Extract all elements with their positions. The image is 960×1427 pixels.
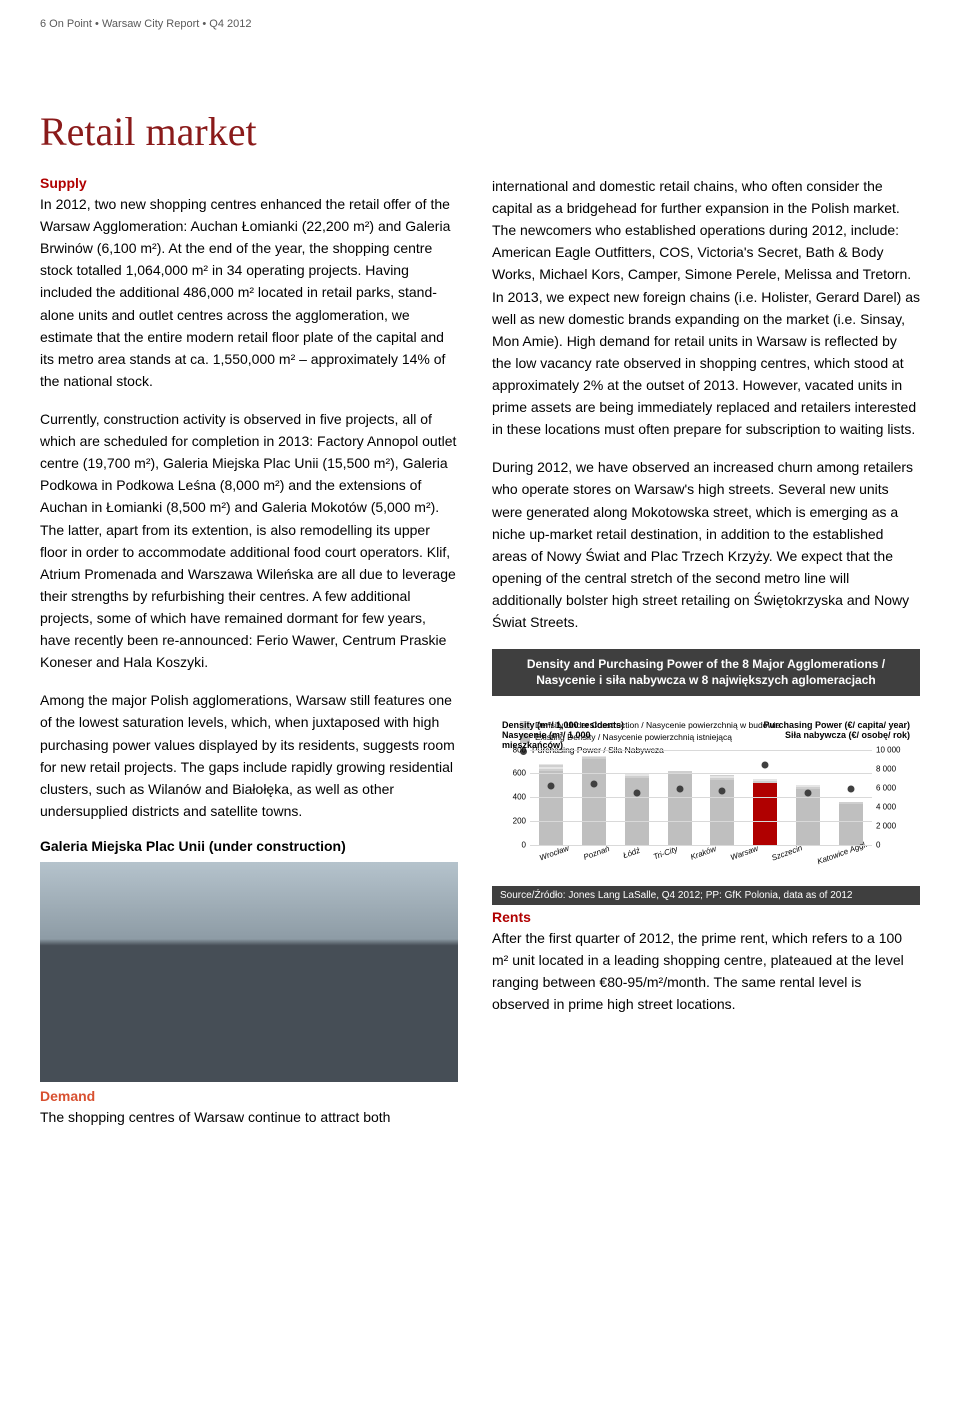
bar-group: [539, 764, 563, 845]
ytick-right: 10 000: [876, 745, 916, 754]
supply-heading: Supply: [40, 175, 458, 191]
chart-title: Density and Purchasing Power of the 8 Ma…: [492, 649, 920, 695]
left-column: Supply In 2012, two new shopping centres…: [40, 175, 458, 1128]
purchasing-power-dot: [762, 761, 769, 768]
x-category-label: Wrocław: [539, 843, 571, 862]
page-header: 6 On Point • Warsaw City Report • Q4 201…: [40, 18, 920, 30]
content-columns: Supply In 2012, two new shopping centres…: [40, 175, 920, 1128]
photo-caption: Galeria Miejska Plac Unii (under constru…: [40, 838, 458, 854]
x-category-label: Kraków: [690, 844, 718, 862]
bar-group: [668, 771, 692, 845]
gridline: [530, 821, 872, 822]
gridline: [530, 797, 872, 798]
right-paragraph-1: international and domestic retail chains…: [492, 175, 920, 440]
purchasing-power-dot: [591, 780, 598, 787]
chart-body: Density (m²/ 1,000 residents)Nasycenie (…: [492, 716, 920, 886]
supply-paragraph-1: In 2012, two new shopping centres enhanc…: [40, 193, 458, 392]
ytick-right: 0: [876, 840, 916, 849]
ytick-right: 8 000: [876, 764, 916, 773]
bar-existing: [839, 804, 863, 844]
right-paragraph-2: During 2012, we have observed an increas…: [492, 456, 920, 633]
x-labels: WrocławPoznańŁódźTri-CityKrakówWarsawSzc…: [530, 845, 872, 854]
supply-paragraph-2: Currently, construction activity is obse…: [40, 408, 458, 673]
x-category-label: Łódź: [621, 845, 640, 859]
right-axis-title: Purchasing Power (€/ capita/ year)Siła n…: [740, 720, 910, 741]
page-title: Retail market: [40, 108, 920, 155]
construction-photo: [40, 862, 458, 1082]
chart-source: Source/Źródło: Jones Lang LaSalle, Q4 20…: [492, 886, 920, 905]
ytick-left: 400: [500, 793, 526, 802]
plot-area: WrocławPoznańŁódźTri-CityKrakówWarsawSzc…: [530, 750, 872, 845]
purchasing-power-dot: [548, 782, 555, 789]
ytick-right: 6 000: [876, 783, 916, 792]
x-category-label: Tri-City: [652, 844, 679, 861]
ytick-left: 800: [500, 745, 526, 754]
x-category-label: Poznań: [582, 844, 611, 862]
supply-paragraph-3: Among the major Polish agglomerations, W…: [40, 689, 458, 822]
ytick-left: 200: [500, 816, 526, 825]
right-column: international and domestic retail chains…: [492, 175, 920, 1128]
bar-existing: [625, 778, 649, 845]
purchasing-power-dot: [719, 788, 726, 795]
ytick-right: 4 000: [876, 802, 916, 811]
demand-paragraph: The shopping centres of Warsaw continue …: [40, 1106, 458, 1128]
demand-heading: Demand: [40, 1088, 458, 1104]
ytick-right: 2 000: [876, 821, 916, 830]
bar-group: [753, 779, 777, 844]
rents-heading: Rents: [492, 909, 920, 925]
bar-group: [625, 773, 649, 844]
bar-under-construction: [539, 764, 563, 771]
gridline: [530, 773, 872, 774]
purchasing-power-dot: [804, 790, 811, 797]
bar-group: [839, 802, 863, 845]
x-category-label: Warsaw: [729, 843, 759, 861]
bar-existing: [668, 773, 692, 844]
purchasing-power-dot: [633, 790, 640, 797]
purchasing-power-dot: [676, 786, 683, 793]
gridline: [530, 750, 872, 751]
gridline: [530, 845, 872, 846]
bar-existing: [753, 783, 777, 845]
ytick-left: 600: [500, 769, 526, 778]
density-chart: Density and Purchasing Power of the 8 Ma…: [492, 649, 920, 904]
bar-existing: [582, 759, 606, 845]
ytick-left: 0: [500, 840, 526, 849]
bar-group: [582, 756, 606, 845]
purchasing-power-dot: [847, 786, 854, 793]
bar-group: [710, 775, 734, 845]
rents-paragraph: After the first quarter of 2012, the pri…: [492, 927, 920, 1015]
x-category-label: Szczecin: [771, 843, 804, 862]
